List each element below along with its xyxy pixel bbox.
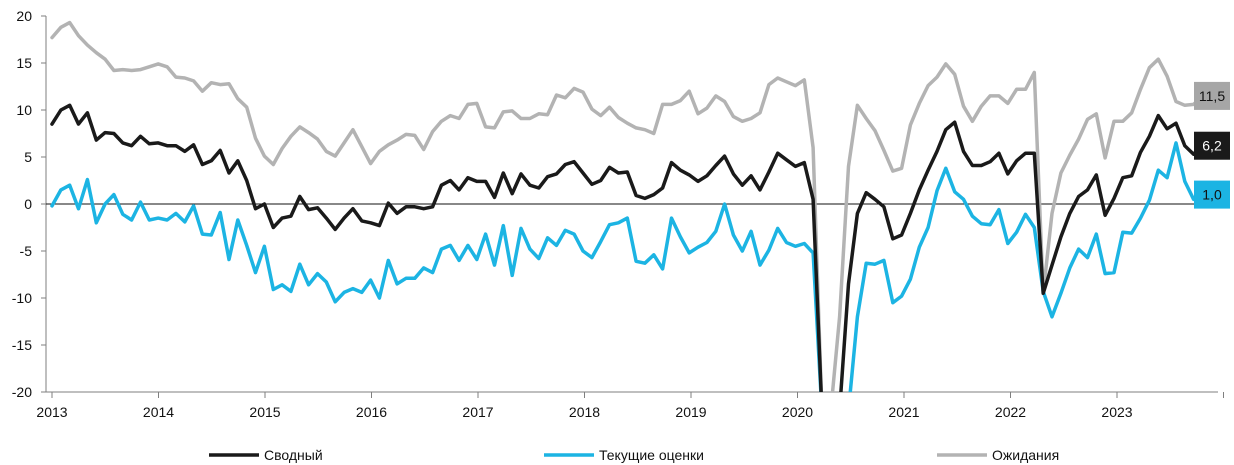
x-axis: 2013 2014 2015 2016 2017 2018 2019 2020 2021 2022… <box>36 203 1224 420</box>
legend-label-0: Сводный <box>264 447 323 463</box>
x-tick-label: 2021 <box>888 404 919 420</box>
series-lines <box>50 20 1205 392</box>
y-tick-label: -5 <box>20 243 33 259</box>
series-line-1 <box>50 141 1205 392</box>
y-tick-label: 20 <box>16 8 32 24</box>
legend-label-1: Текущие оценки <box>599 447 704 463</box>
y-tick-label: 0 <box>24 196 32 212</box>
legend: Сводный Текущие оценки Ожидания <box>209 447 1059 463</box>
x-tick-label: 2015 <box>249 404 280 420</box>
end-value-labels: 6,2 1,0 11,5 <box>1194 81 1230 209</box>
y-tick-label: -15 <box>12 337 32 353</box>
x-tick-label: 2017 <box>462 404 493 420</box>
x-tick-label: 2022 <box>995 404 1026 420</box>
y-tick-label: 10 <box>16 102 32 118</box>
x-tick-label: 2023 <box>1101 404 1132 420</box>
end-label-box-2 <box>1194 81 1230 110</box>
end-label-value-2: 11,5 <box>1199 88 1225 104</box>
y-tick-label: -10 <box>12 290 32 306</box>
x-tick-label: 2016 <box>356 404 387 420</box>
end-label-box-1 <box>1194 180 1230 209</box>
legend-label-2: Ожидания <box>992 447 1059 463</box>
end-label-box-0 <box>1194 131 1230 160</box>
x-tick-label: 2014 <box>143 404 174 420</box>
series-line-2 <box>50 20 1205 392</box>
y-tick-label: 5 <box>24 149 32 165</box>
end-label-value-1: 1,0 <box>1202 187 1222 203</box>
x-tick-label: 2020 <box>782 404 813 420</box>
y-tick-label: -20 <box>12 384 32 400</box>
x-tick-label: 2013 <box>36 404 67 420</box>
y-tick-label: 15 <box>16 55 32 71</box>
y-axis: 20 15 10 5 0 -5 -10 -15 -20 <box>12 8 47 400</box>
x-tick-label: 2018 <box>569 404 600 420</box>
x-tick-label: 2019 <box>675 404 706 420</box>
series-line-0 <box>50 103 1205 392</box>
end-label-value-0: 6,2 <box>1202 138 1222 154</box>
